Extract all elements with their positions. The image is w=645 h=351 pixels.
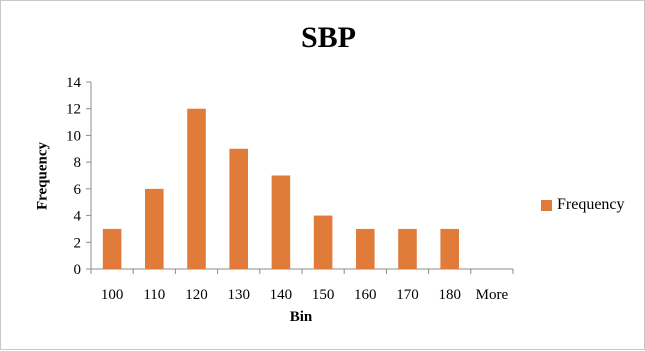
x-tick-label: 180 bbox=[438, 287, 461, 303]
x-axis: 100 110 120 130 140 150 160 170 180 More bbox=[90, 268, 514, 303]
x-tick-label: 160 bbox=[354, 287, 377, 303]
bar-110 bbox=[145, 188, 164, 269]
x-tick-label: 150 bbox=[312, 287, 335, 303]
bar-140 bbox=[271, 175, 291, 269]
y-tick-label: 10 bbox=[66, 128, 81, 144]
y-tick-label: 8 bbox=[74, 155, 82, 171]
bar-100 bbox=[102, 228, 122, 269]
chart-title: SBP bbox=[300, 21, 357, 54]
bar-160 bbox=[356, 228, 375, 269]
y-tick-label: 2 bbox=[74, 235, 82, 251]
bar-130 bbox=[229, 148, 248, 269]
x-axis-label: Bin bbox=[289, 309, 313, 325]
x-tick-label: 170 bbox=[396, 287, 419, 303]
legend: Frequency bbox=[541, 196, 625, 214]
legend-swatch bbox=[541, 199, 552, 211]
y-tick-label: 14 bbox=[66, 75, 82, 91]
y-tick-label: 6 bbox=[74, 182, 82, 198]
bars bbox=[102, 108, 459, 269]
bar-120 bbox=[187, 108, 206, 269]
legend-label: Frequency bbox=[557, 196, 625, 213]
x-tick-label: 140 bbox=[270, 287, 293, 303]
y-tick-label: 0 bbox=[74, 262, 82, 278]
x-tick-label: 100 bbox=[101, 287, 124, 303]
x-tick-label: 110 bbox=[143, 287, 165, 303]
y-tick-label: 4 bbox=[74, 209, 82, 225]
bar-170 bbox=[398, 228, 417, 269]
y-axis: 0 2 4 6 8 10 12 14 bbox=[66, 75, 92, 278]
x-tick-label: More bbox=[476, 287, 509, 303]
y-tick-label: 12 bbox=[66, 102, 81, 118]
x-tick-label: 120 bbox=[185, 287, 208, 303]
bar-180 bbox=[440, 228, 459, 269]
bar-150 bbox=[313, 215, 333, 269]
x-tick-label: 130 bbox=[227, 287, 250, 303]
